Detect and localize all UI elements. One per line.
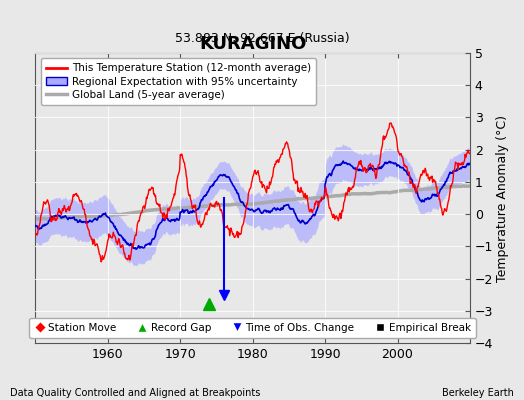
Text: Data Quality Controlled and Aligned at Breakpoints: Data Quality Controlled and Aligned at B… bbox=[10, 388, 261, 398]
Text: 53.883 N, 92.667 E (Russia): 53.883 N, 92.667 E (Russia) bbox=[174, 32, 350, 45]
Y-axis label: Temperature Anomaly (°C): Temperature Anomaly (°C) bbox=[496, 114, 509, 282]
Text: Berkeley Earth: Berkeley Earth bbox=[442, 388, 514, 398]
Title: KURAGINO: KURAGINO bbox=[199, 35, 307, 53]
Legend: Station Move, Record Gap, Time of Obs. Change, Empirical Break: Station Move, Record Gap, Time of Obs. C… bbox=[29, 318, 476, 338]
